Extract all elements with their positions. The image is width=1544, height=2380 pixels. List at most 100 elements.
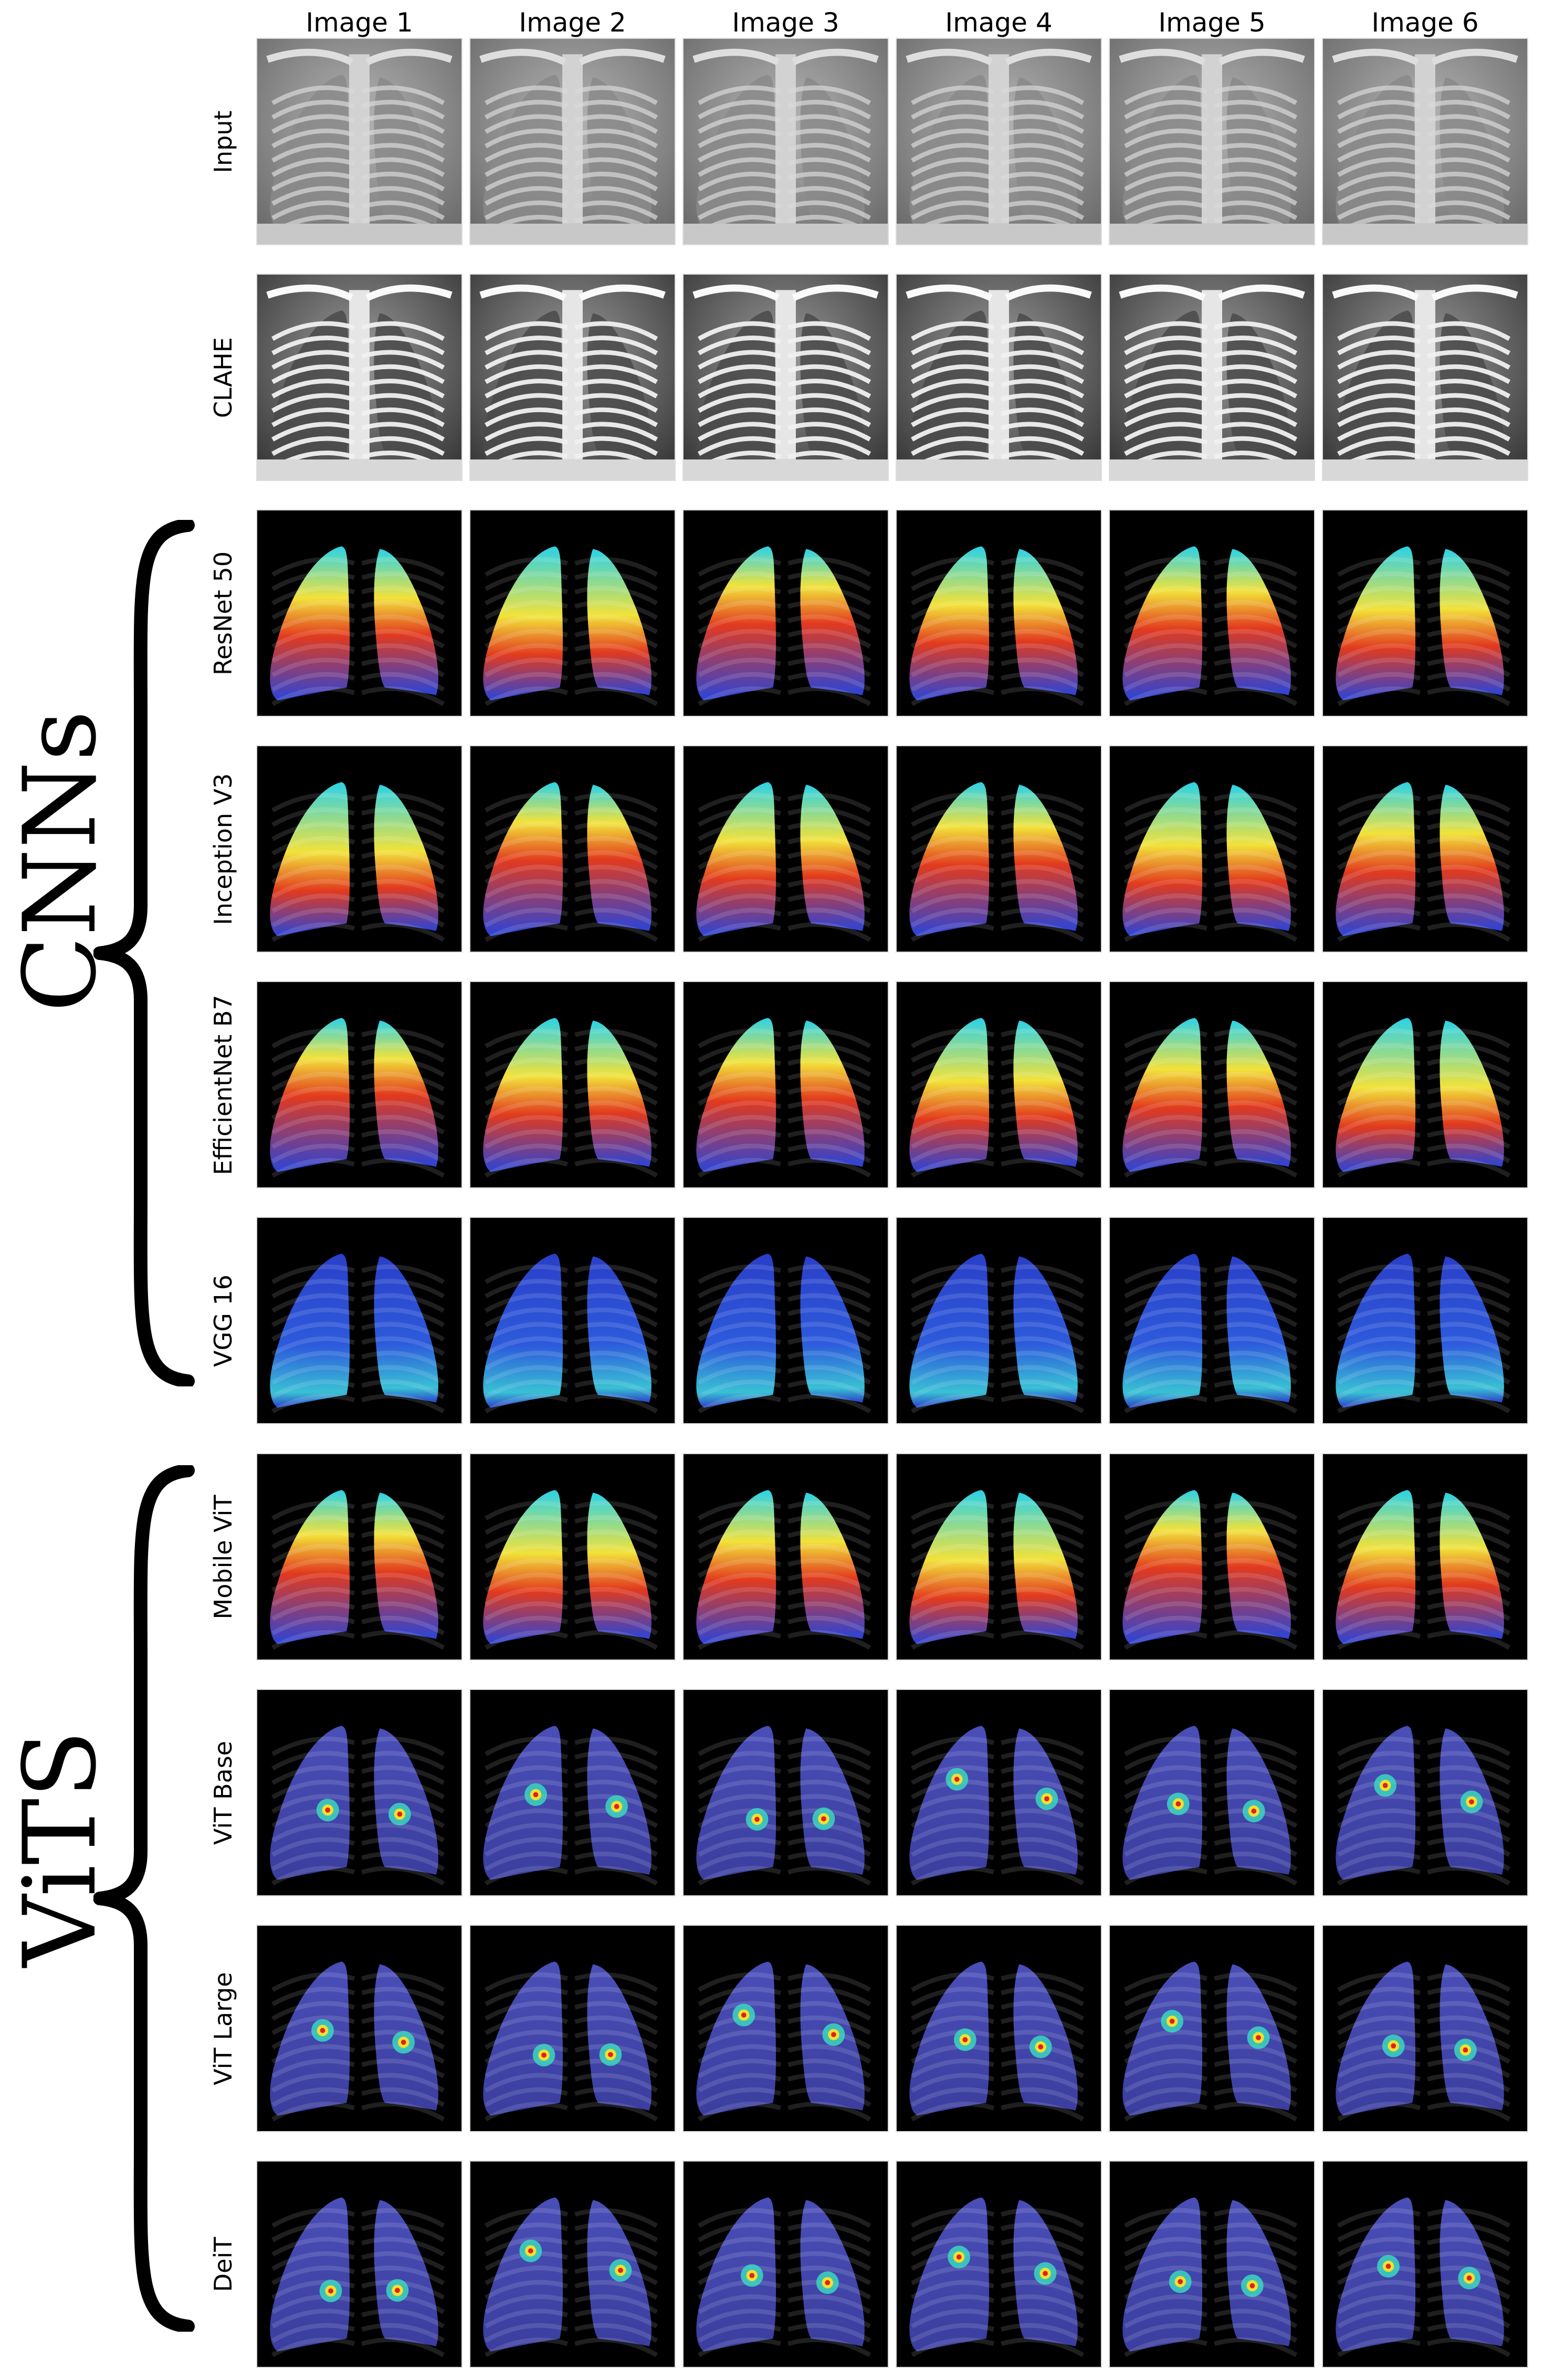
attention-map-image [1110,1218,1314,1423]
image-tile [682,981,889,1188]
image-tile [1109,509,1315,717]
image-tile [896,1925,1102,2132]
attention-map-image [897,1926,1101,2131]
group-brace [93,1465,195,2332]
attention-map-image [257,1454,461,1659]
image-tile [256,2160,463,2368]
attention-map-image [257,1218,461,1423]
image-tile [896,1453,1102,1661]
chest-xray-image [1110,275,1314,480]
image-tile [1109,38,1315,245]
attention-map-image [1323,1454,1527,1659]
image-tile [682,1925,889,2132]
row-label: ResNet 50 [209,551,237,675]
chest-xray-image [470,39,675,244]
row-label: ViT Base [209,1740,237,1845]
image-tile [1322,1217,1528,1424]
image-tile [469,38,676,245]
attention-map-image [684,1926,888,2131]
attention-map-image [897,1690,1101,1895]
attention-map-image [257,982,461,1187]
attention-map-image [470,2162,675,2367]
attention-map-image [470,1690,675,1895]
attention-map-image [470,982,675,1187]
image-tile [256,981,463,1188]
row-label: Mobile ViT [209,1495,237,1619]
image-tile [1109,1453,1315,1661]
attention-map-image [897,1218,1101,1423]
chest-xray-image [897,275,1101,480]
attention-map-image [1323,1218,1527,1423]
chest-xray-image [1323,39,1527,244]
row-label: ViT Large [209,1971,237,2085]
column-header: Image 5 [1158,7,1266,38]
chest-xray-image [470,275,675,480]
image-tile [469,745,676,953]
column-header: Image 6 [1371,7,1479,38]
chest-xray-image [257,39,461,244]
chest-xray-image [1323,275,1527,480]
image-tile [1322,1925,1528,2132]
chest-xray-image [257,275,461,480]
row-label: DeiT [209,2237,237,2292]
row-label: Input [209,110,237,173]
attention-map-image [897,1454,1101,1659]
image-tile [1109,274,1315,481]
attention-map-image [684,1454,888,1659]
image-tile [1322,745,1528,953]
attention-map-image [684,746,888,952]
attention-map-image [1323,1690,1527,1895]
chest-xray-image [897,39,1101,244]
attention-map-image [470,1926,675,2131]
attention-map-image [257,1690,461,1895]
attention-map-image [470,1454,675,1659]
image-tile [256,274,463,481]
image-tile [256,1689,463,1896]
column-header: Image 3 [732,7,839,38]
image-tile [1109,1689,1315,1896]
attention-map-image [1323,982,1527,1187]
image-tile [896,38,1102,245]
attention-map-image [1110,1926,1314,2131]
image-tile [1109,981,1315,1188]
image-tile [682,509,889,717]
image-tile [469,981,676,1188]
attention-map-image [257,510,461,716]
image-tile [682,745,889,953]
attention-map-image [897,2162,1101,2367]
image-tile [896,274,1102,481]
image-tile [682,1217,889,1424]
image-tile [682,2160,889,2368]
attention-map-image [897,746,1101,952]
image-tile [1322,981,1528,1188]
attention-map-image [684,510,888,716]
image-tile [896,1217,1102,1424]
attention-map-image [1110,746,1314,952]
image-tile [1322,274,1528,481]
chest-xray-image [684,275,888,480]
image-tile [1109,2160,1315,2368]
image-tile [896,1689,1102,1896]
image-tile [256,38,463,245]
attention-map-image [1110,2162,1314,2367]
image-tile [469,1925,676,2132]
attention-map-image [257,2162,461,2367]
image-tile [682,274,889,481]
image-tile [469,1453,676,1661]
attention-map-image [684,2162,888,2367]
image-tile [469,274,676,481]
row-label: VGG 16 [209,1274,237,1367]
image-tile [256,1925,463,2132]
row-label: EfficientNet B7 [209,994,237,1175]
group-brace [93,520,195,1386]
row-label: CLAHE [209,337,237,418]
column-header: Image 2 [519,7,626,38]
attention-map-image [897,982,1101,1187]
attention-map-image [1323,1926,1527,2131]
image-tile [1322,1453,1528,1661]
image-tile [682,38,889,245]
image-tile [682,1453,889,1661]
image-tile [1109,1925,1315,2132]
attention-map-image [684,1218,888,1423]
column-header: Image 4 [945,7,1053,38]
